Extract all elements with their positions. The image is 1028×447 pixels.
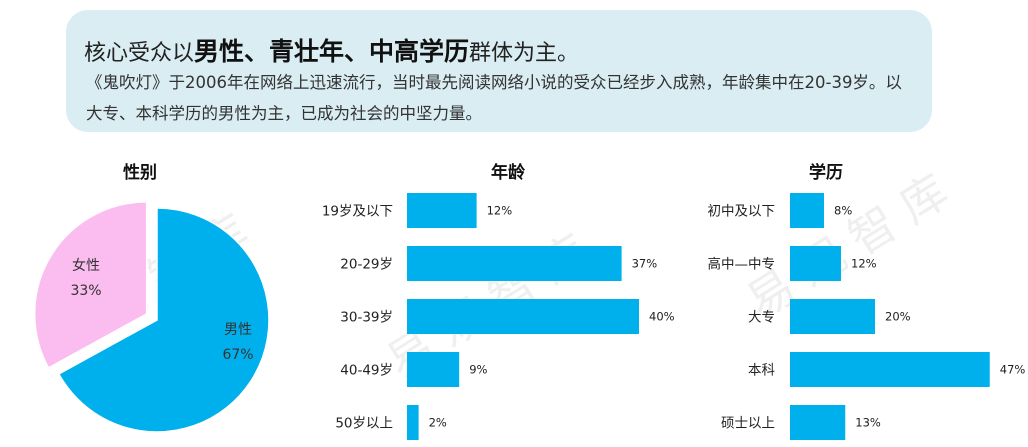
education-bar-chart: 初中及以下 8% 高中—中专 12% 大专 20% 本科 47% 硕士以上 13%: [708, 193, 1026, 440]
bar: [407, 299, 639, 334]
value-label: 37%: [632, 257, 658, 271]
value-label: 47%: [1000, 363, 1026, 377]
value-label: 2%: [429, 416, 447, 430]
category-label: 30-39岁: [340, 310, 393, 326]
bar: [790, 352, 990, 387]
pie-slice: [57, 207, 270, 433]
bar: [407, 405, 419, 440]
category-label: 大专: [748, 310, 775, 326]
pie-slice-name: 男性: [224, 322, 252, 338]
summary-box: 核心受众以男性、青壮年、中高学历群体为主。 《鬼吹灯》于2006年在网络上迅速流…: [66, 10, 932, 132]
bar: [790, 405, 846, 440]
bar: [790, 299, 875, 334]
category-label: 本科: [748, 363, 776, 379]
value-label: 20%: [885, 310, 911, 324]
headline: 核心受众以男性、青壮年、中高学历群体为主。: [84, 32, 579, 68]
value-label: 12%: [851, 257, 877, 271]
value-label: 13%: [855, 416, 881, 430]
category-label: 硕士以上: [721, 416, 775, 432]
pie-slice-name: 女性: [72, 257, 100, 274]
headline-post: 群体为主。: [469, 41, 580, 66]
gender-pie: 女性 33% 男性 67%: [33, 201, 270, 433]
category-label: 50岁以上: [335, 416, 393, 432]
education-chart-title: 学历: [809, 163, 843, 183]
description: 《鬼吹灯》于2006年在网络上迅速流行，当时最先阅读网络小说的受众已经步入成熟，…: [86, 73, 902, 123]
category-label: 初中及以下: [708, 203, 776, 220]
pie-slice-value: 67%: [222, 347, 253, 363]
value-label: 40%: [649, 310, 675, 324]
headline-bold: 男性、青壮年、中高学历: [194, 37, 470, 66]
category-label: 40-49岁: [340, 363, 393, 379]
age-chart-title: 年龄: [491, 163, 525, 183]
category-label: 20-29岁: [340, 257, 393, 273]
category-label: 19岁及以下: [322, 204, 393, 220]
pie-slice: [33, 201, 148, 369]
bar: [407, 193, 477, 228]
bar: [790, 193, 824, 228]
bar: [790, 246, 841, 281]
pie-slice-value: 33%: [70, 283, 101, 299]
age-bar-chart: 19岁及以下 12% 20-29岁 37% 30-39岁 40% 40-49岁 9% 50岁以上…: [322, 193, 675, 440]
value-label: 12%: [487, 204, 513, 218]
value-label: 9%: [469, 363, 487, 377]
bar: [407, 352, 460, 387]
gender-chart-title: 性别: [123, 163, 157, 183]
bar: [407, 246, 622, 281]
value-label: 8%: [834, 204, 852, 218]
category-label: 高中—中专: [708, 256, 776, 273]
headline-pre: 核心受众以: [84, 41, 195, 66]
